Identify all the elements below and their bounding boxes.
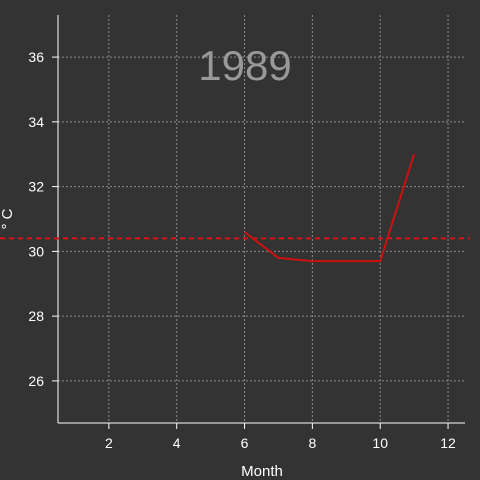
y-tick-label: 34 <box>28 114 44 130</box>
axes <box>57 15 465 424</box>
x-tick-label: 4 <box>173 435 181 451</box>
x-tick-label: 2 <box>105 435 113 451</box>
x-tick-label: 10 <box>372 435 388 451</box>
y-tick-label: 32 <box>28 179 44 195</box>
y-tick-label: 36 <box>28 49 44 65</box>
y-tick-label: 30 <box>28 243 44 259</box>
x-tick-label: 6 <box>241 435 249 451</box>
series-line <box>243 153 416 263</box>
chart-title: 1989 <box>198 42 291 89</box>
y-tick-label: 26 <box>28 373 44 389</box>
x-axis-title: Month <box>241 463 283 480</box>
y-axis-title: ° C <box>0 208 16 229</box>
series-group <box>243 153 416 263</box>
y-tick-label: 28 <box>28 308 44 324</box>
x-tick-label: 12 <box>440 435 456 451</box>
x-tick-label: 8 <box>308 435 316 451</box>
grid-lines <box>58 15 465 423</box>
tick-labels: 2 4 6 8 10 12 26 28 30 32 34 36 <box>28 49 456 451</box>
